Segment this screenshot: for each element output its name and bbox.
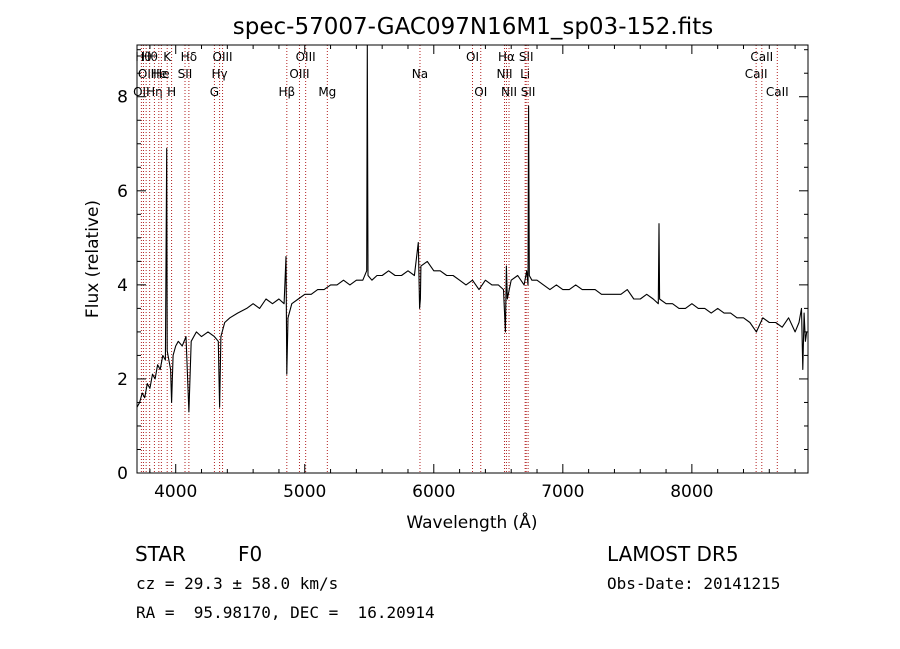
line-marker-label-24: Li bbox=[520, 67, 530, 81]
line-marker-label-1: Hθ bbox=[135, 50, 151, 64]
line-marker-label-21: NII bbox=[496, 67, 512, 81]
plot-frame bbox=[136, 44, 809, 474]
spectral-line-markers: OIIHθOIIHθHηHeHeKHSIIHδGHγOIIIHβOIIIOIII… bbox=[133, 45, 789, 473]
line-marker-label-2: OII bbox=[138, 67, 155, 81]
line-marker-label-10: Hδ bbox=[181, 50, 197, 64]
line-marker-label-9: SII bbox=[178, 67, 193, 81]
line-marker-label-28: CaII bbox=[750, 50, 773, 64]
line-marker-label-12: Hγ bbox=[212, 67, 228, 81]
chart-title: spec-57007-GAC097N16M1_sp03-152.fits bbox=[233, 14, 713, 40]
y-tick-label-0: 0 bbox=[117, 464, 128, 484]
redshift-velocity: cz = 29.3 ± 58.0 km/s bbox=[136, 574, 339, 593]
x-tick-label-4: 8000 bbox=[670, 482, 713, 502]
y-tick-label-1: 2 bbox=[117, 370, 128, 390]
line-marker-label-8: H bbox=[167, 85, 176, 99]
object-class: STAR bbox=[135, 542, 186, 566]
x-tick-label-2: 6000 bbox=[412, 482, 455, 502]
y-tick-label-2: 4 bbox=[117, 276, 128, 296]
spectral-subclass: F0 bbox=[238, 542, 263, 566]
y-axis-label: Flux (relative) bbox=[83, 200, 103, 318]
line-marker-label-20: OI bbox=[474, 85, 487, 99]
y-tick-label-4: 8 bbox=[117, 88, 128, 108]
line-marker-label-26: SII bbox=[521, 85, 536, 99]
x-axis-label: Wavelength (Å) bbox=[406, 511, 537, 533]
line-marker-label-14: Hβ bbox=[278, 85, 295, 99]
survey-release: LAMOST DR5 bbox=[607, 542, 739, 566]
line-marker-label-16: OIII bbox=[296, 50, 316, 64]
spectrum-line-0 bbox=[136, 44, 808, 413]
x-tick-label-1: 5000 bbox=[283, 482, 326, 502]
line-marker-label-3: Hθ bbox=[141, 50, 157, 64]
y-axis-ticks: 0 2 4 6 8 bbox=[117, 49, 808, 484]
x-tick-label-0: 4000 bbox=[154, 482, 197, 502]
line-marker-label-7: K bbox=[163, 50, 172, 64]
line-marker-label-5: He bbox=[151, 67, 167, 81]
line-marker-label-18: Na bbox=[412, 67, 428, 81]
observation-date: Obs-Date: 20141215 bbox=[607, 574, 781, 593]
line-marker-label-6: He bbox=[153, 67, 169, 81]
y-tick-label-3: 6 bbox=[117, 182, 128, 202]
line-marker-label-23: NII bbox=[501, 85, 517, 99]
coordinates: RA = 95.98170, DEC = 16.20914 bbox=[136, 603, 435, 622]
line-marker-label-25: SII bbox=[519, 50, 534, 64]
line-marker-label-17: Mg bbox=[318, 85, 336, 99]
line-marker-label-11: G bbox=[210, 85, 219, 99]
line-marker-label-22: Hα bbox=[498, 50, 515, 64]
spectrum-series bbox=[136, 44, 808, 413]
line-marker-label-19: OI bbox=[466, 50, 479, 64]
line-marker-label-4: Hη bbox=[146, 85, 163, 99]
line-marker-label-13: OIII bbox=[213, 50, 233, 64]
x-axis-ticks: 4000 5000 6000 7000 8000 bbox=[149, 45, 796, 502]
line-marker-label-29: CaII bbox=[766, 85, 789, 99]
x-tick-label-3: 7000 bbox=[541, 482, 584, 502]
line-marker-label-15: OIII bbox=[289, 67, 309, 81]
line-marker-label-27: CaII bbox=[745, 67, 768, 81]
